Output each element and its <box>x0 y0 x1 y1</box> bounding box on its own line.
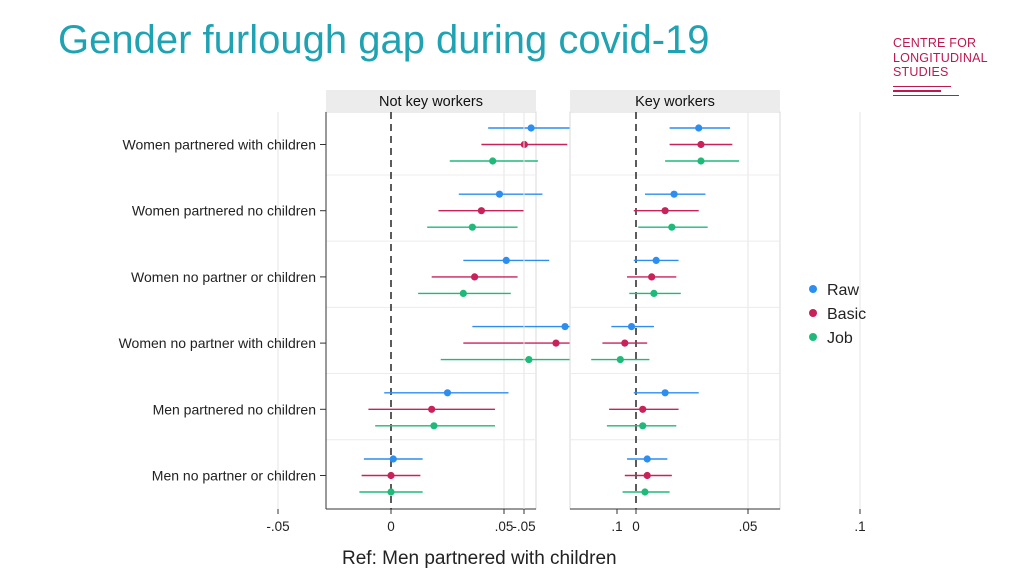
category-label: Women no partner with children <box>119 335 316 351</box>
point-job <box>387 488 395 496</box>
legend: Raw Basic Job <box>809 282 866 347</box>
point-job <box>468 223 476 231</box>
point-raw <box>695 124 703 132</box>
panel-header: Not key workers <box>379 94 483 110</box>
legend-label-job: Job <box>827 330 853 347</box>
panel-header-bg <box>570 90 780 112</box>
point-basic <box>621 339 629 347</box>
panel-not-key-workers: Not key workers -.05 0 .05 .1 <box>266 90 658 534</box>
point-raw <box>670 190 678 198</box>
point-job <box>525 356 533 364</box>
point-raw <box>643 455 651 463</box>
category-label: Women partnered with children <box>122 137 316 153</box>
point-basic <box>387 471 395 480</box>
point-job <box>639 422 647 430</box>
panel-header-bg <box>326 90 536 112</box>
x-tick-label: .1 <box>611 519 622 534</box>
point-basic <box>471 273 479 281</box>
point-basic <box>428 405 436 413</box>
point-job <box>489 157 497 165</box>
point-basic <box>643 471 651 480</box>
x-tick-label: 0 <box>387 519 395 534</box>
point-basic <box>552 339 560 347</box>
point-basic <box>639 405 647 413</box>
point-raw <box>652 256 660 264</box>
plot-area <box>325 111 537 510</box>
category-label: Men no partner or children <box>152 468 316 484</box>
point-job <box>459 289 467 297</box>
panel-header: Key workers <box>635 94 715 110</box>
legend-marker-job <box>809 333 817 341</box>
logo-line-1: CENTRE FOR <box>893 36 977 50</box>
logo-line-3: STUDIES <box>893 65 949 79</box>
plot-area <box>569 111 781 510</box>
x-tick-label: 0 <box>632 519 640 534</box>
point-raw <box>661 389 669 397</box>
x-tick-label: -.05 <box>266 519 289 534</box>
point-raw <box>495 190 504 198</box>
point-raw <box>443 389 452 397</box>
legend-label-basic: Basic <box>827 306 866 323</box>
point-basic <box>697 140 705 149</box>
point-job <box>641 488 649 496</box>
point-job <box>430 422 438 430</box>
legend-label-raw: Raw <box>827 282 859 299</box>
point-basic <box>648 273 656 281</box>
logo-line-2: LONGITUDINAL <box>893 50 988 65</box>
category-label: Women no partner or children <box>131 269 316 285</box>
point-raw <box>561 323 569 331</box>
point-raw <box>389 455 397 463</box>
x-tick-label: -.05 <box>512 519 535 534</box>
point-raw <box>627 323 636 331</box>
x-tick-label: .05 <box>495 519 514 534</box>
point-job <box>668 223 676 231</box>
point-job <box>650 289 658 297</box>
category-label: Women partnered no children <box>132 203 316 219</box>
centre-logo: CENTRE FOR LONGITUDINAL STUDIES <box>893 36 1003 96</box>
legend-marker-basic <box>809 309 817 317</box>
logo-rule-1 <box>893 85 951 87</box>
point-basic <box>477 207 485 215</box>
legend-marker-raw <box>809 285 817 293</box>
point-raw <box>502 256 510 264</box>
point-raw <box>527 124 535 132</box>
panel-key-workers: Key workers -.05 0 .05 .1 <box>512 90 866 534</box>
logo-rule-3 <box>893 94 959 96</box>
point-job <box>616 356 624 364</box>
point-basic <box>661 207 669 215</box>
x-tick-label: .05 <box>739 519 758 534</box>
page-title: Gender furlough gap during covid-19 <box>58 18 710 62</box>
reference-note: Ref: Men partnered with children <box>342 548 617 569</box>
x-tick-label: .1 <box>854 519 865 534</box>
point-job <box>697 157 705 165</box>
logo-rule-2 <box>893 90 941 92</box>
category-label: Men partnered no children <box>153 401 316 417</box>
